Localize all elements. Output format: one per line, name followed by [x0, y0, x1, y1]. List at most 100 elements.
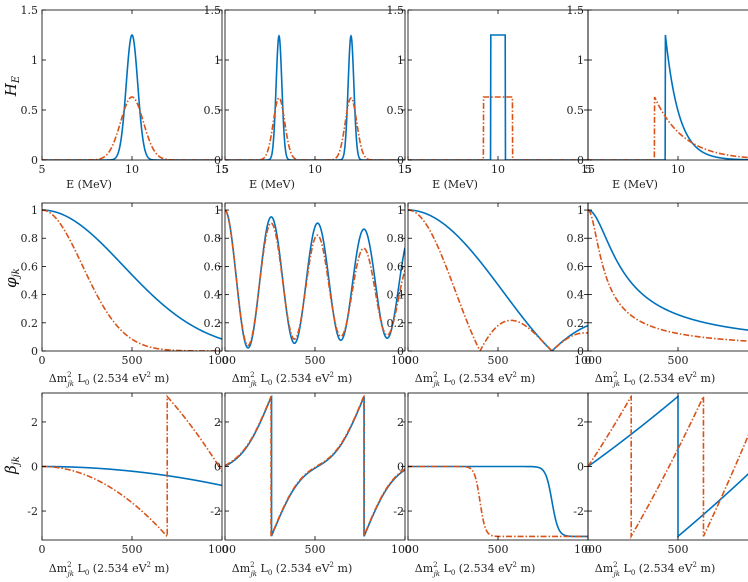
series-c1-solid: [42, 465, 222, 487]
ytick-label-b2-4: 0.8: [204, 232, 222, 245]
xlabel-c2: Δm2 jk L0 (2.534 eV2 m): [232, 561, 352, 578]
series-a4-dashdot: [588, 96, 748, 160]
series-b4-solid: [588, 209, 748, 331]
series-a2-dashdot: [225, 97, 405, 160]
series-a3-dashdot: [408, 96, 588, 160]
ytick-label-b3-1: 0.2: [387, 317, 405, 330]
xtick-label-b3-1: 500: [488, 354, 509, 367]
ylabel-row1: HE: [2, 75, 22, 97]
ytick-label-a2-3: 1.5: [204, 4, 222, 17]
series-b3-dashdot: [408, 209, 588, 351]
panel-c3: 0 500 1000 -2 0 2: [393, 392, 602, 556]
ytick-label-c1-1: 0: [31, 461, 38, 474]
xtick-label-c1-0: 0: [39, 543, 46, 556]
series-c2-dashdot: [225, 394, 405, 537]
xtick-label-c2-1: 500: [305, 543, 326, 556]
series-c3-dashdot: [408, 465, 588, 538]
series-c3-solid: [408, 465, 588, 538]
axes-frame-c4: [587, 392, 748, 541]
ytick-label-b3-5: 1: [397, 204, 404, 217]
series-b1-dashdot: [42, 209, 222, 351]
series-b4-dashdot: [588, 209, 748, 342]
ytick-label-a3-1: 0.5: [387, 104, 405, 117]
xtick-label-c2-0: 0: [222, 543, 229, 556]
ytick-label-c2-2: 2: [214, 416, 221, 429]
xtick-label-c1-2: 1000: [208, 543, 236, 556]
xtick-label-c1-1: 500: [122, 543, 143, 556]
ytick-label-c4-2: 2: [577, 416, 584, 429]
panel-a4: 5 10 150 0.5 1 1.5: [567, 4, 748, 176]
xtick-label-a3-1: 10: [491, 163, 505, 176]
ytick-label-b2-5: 1: [214, 204, 221, 217]
xtick-label-a2-0: 5: [222, 163, 229, 176]
ytick-label-b4-1: 0.2: [567, 317, 585, 330]
series-a1-solid: [42, 34, 222, 160]
ytick-label-b4-0: 0: [577, 345, 584, 358]
ytick-label-a2-0: 0: [214, 154, 221, 167]
ylabel-row3: βjk: [2, 456, 22, 475]
axes-frame-a1: [41, 9, 223, 161]
series-a1-dashdot: [42, 96, 222, 160]
xtick-label-b1-0: 0: [39, 354, 46, 367]
xtick-label-b3-0: 0: [405, 354, 412, 367]
xtick-label-b4-1: 500: [668, 354, 689, 367]
axes-frame-a2: [224, 9, 406, 161]
xtick-label-b3-2: 1000: [574, 354, 602, 367]
ytick-label-a1-0: 0: [31, 154, 38, 167]
series-c1-dashdot: [42, 394, 222, 538]
xlabel-a2: E (MeV): [249, 178, 295, 191]
series-c4-dashdot: [588, 393, 748, 540]
ytick-label-b1-4: 0.8: [21, 232, 39, 245]
xtick-label-a4-0: 5: [585, 163, 592, 176]
xlabel-a1: E (MeV): [66, 178, 112, 191]
xlabel-c1: Δm2 jk L0 (2.534 eV2 m): [49, 561, 169, 578]
xtick-label-b2-2: 1000: [391, 354, 419, 367]
ytick-label-b3-0: 0: [397, 345, 404, 358]
ytick-label-b1-1: 0.2: [21, 317, 39, 330]
ytick-label-a3-2: 1: [397, 54, 404, 67]
ytick-label-b2-0: 0: [214, 345, 221, 358]
xtick-label-c4-1: 500: [668, 543, 689, 556]
xtick-label-a2-1: 10: [308, 163, 322, 176]
ytick-label-c2-1: 0: [214, 461, 221, 474]
xtick-label-a1-1: 10: [125, 163, 139, 176]
ytick-label-b4-4: 0.8: [567, 232, 585, 245]
xtick-label-b1-2: 1000: [208, 354, 236, 367]
ytick-label-a4-3: 1.5: [567, 4, 585, 17]
ytick-label-b3-4: 0.8: [387, 232, 405, 245]
xtick-label-c3-1: 500: [488, 543, 509, 556]
xtick-label-a3-2: 15: [581, 163, 595, 176]
series-a3-solid: [408, 34, 588, 160]
xtick-label-b1-1: 500: [122, 354, 143, 367]
ytick-label-a4-2: 1: [577, 54, 584, 67]
ytick-label-a2-2: 1: [214, 54, 221, 67]
series-b2-solid: [225, 209, 405, 349]
xtick-label-c3-2: 1000: [574, 543, 602, 556]
ytick-label-b2-3: 0.6: [204, 260, 222, 273]
series-b1-solid: [42, 209, 222, 340]
panel-c1: 0 500 1000 -2 0 2: [27, 392, 236, 556]
xlabel-b1: Δm2 jk L0 (2.534 eV2 m): [49, 371, 169, 388]
ytick-label-c4-0: -2: [573, 505, 584, 518]
xtick-label-a1-0: 5: [39, 163, 46, 176]
series-b2-dashdot: [225, 209, 405, 347]
xlabel-b4: Δm2 jk L0 (2.534 eV2 m): [595, 371, 715, 388]
xtick-label-c2-2: 1000: [391, 543, 419, 556]
ytick-label-c1-0: -2: [27, 505, 38, 518]
series-b3-solid: [408, 209, 588, 351]
xlabel-b3: Δm2 jk L0 (2.534 eV2 m): [415, 371, 535, 388]
ytick-label-b3-3: 0.6: [387, 260, 405, 273]
xlabel-b2: Δm2 jk L0 (2.534 eV2 m): [232, 371, 352, 388]
ylabel-row2: φjk: [2, 268, 22, 288]
xlabel-a4: E (MeV): [612, 178, 658, 191]
ytick-label-b2-2: 0.4: [204, 289, 222, 302]
ytick-label-b1-5: 1: [31, 204, 38, 217]
panel-c2: 0 500 1000 -2 0 2: [210, 392, 419, 556]
